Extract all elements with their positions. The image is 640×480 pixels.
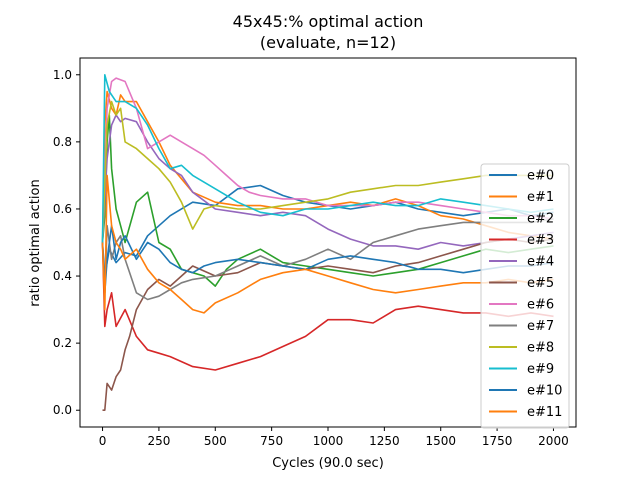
y-axis-label: ratio optimal action	[28, 179, 43, 306]
y-axis-ticks: 0.0 0.2 0.4 0.6 0.8 1.0	[53, 68, 80, 417]
y-tick-label: 1.0	[53, 68, 72, 82]
series-line-11	[101, 174, 554, 314]
series-line-10	[101, 224, 554, 294]
legend-label: e#1	[527, 190, 554, 205]
legend-label: e#7	[527, 319, 554, 334]
x-tick-label: 1750	[482, 434, 513, 448]
x-tick-label: 2000	[538, 434, 569, 448]
legend-label: e#3	[527, 233, 554, 248]
y-tick-label: 0.4	[53, 269, 72, 283]
series-line-2	[101, 114, 554, 287]
legend-box	[480, 163, 570, 429]
plot-lines	[101, 74, 554, 411]
legend-label: e#9	[527, 362, 554, 377]
series-line-9	[101, 74, 554, 243]
legend-label: e#11	[527, 405, 562, 420]
series-line-8	[101, 100, 554, 243]
x-tick-label: 750	[260, 434, 283, 448]
legend-label: e#0	[527, 169, 554, 184]
legend-label: e#8	[527, 341, 554, 356]
x-tick-label: 1500	[425, 434, 456, 448]
series-line-5	[102, 238, 554, 411]
y-tick-label: 0.0	[53, 403, 72, 417]
y-tick-label: 0.8	[53, 135, 72, 149]
x-axis-ticks: 0 250 500 750 1000 1250 1500 1750 2000	[99, 427, 569, 448]
chart-title-line2: (evaluate, n=12)	[260, 33, 396, 52]
y-tick-label: 0.6	[53, 202, 72, 216]
legend-label: e#2	[527, 212, 554, 227]
legend: e#0 e#1 e#2 e#3 e#4 e#5 e#6 e#7 e#8 e#9 e#10 e#11	[480, 163, 570, 429]
x-tick-label: 1000	[313, 434, 344, 448]
legend-label: e#10	[527, 384, 562, 399]
x-tick-label: 250	[147, 434, 170, 448]
x-axis-label: Cycles (90.0 sec)	[272, 456, 384, 471]
x-tick-label: 0	[99, 434, 107, 448]
series-line-6	[101, 77, 554, 243]
chart-title-line1: 45x45:% optimal action	[233, 12, 424, 31]
legend-label: e#5	[527, 276, 554, 291]
y-tick-label: 0.2	[53, 336, 72, 350]
x-tick-label: 500	[204, 434, 227, 448]
series-line-7	[101, 218, 554, 301]
legend-label: e#6	[527, 298, 554, 313]
legend-label: e#4	[527, 255, 554, 270]
series-line-1	[101, 90, 554, 243]
x-tick-label: 1250	[369, 434, 400, 448]
series-line-3	[101, 242, 554, 371]
series-line-0	[101, 184, 554, 277]
